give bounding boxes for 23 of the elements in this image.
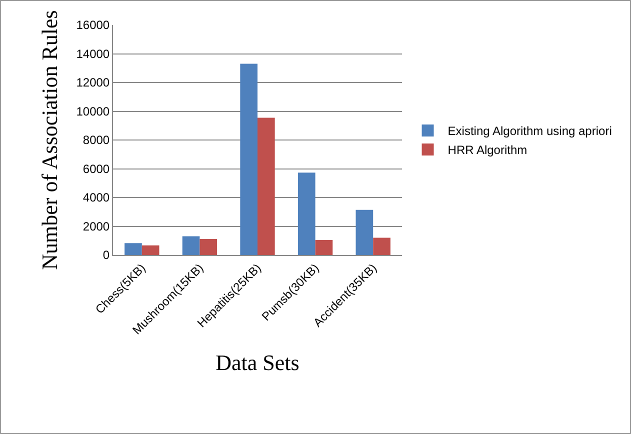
bar [240, 64, 258, 255]
y-tick-label: 8000 [82, 133, 110, 148]
bar [124, 243, 142, 255]
bar [142, 245, 160, 255]
bar [200, 239, 218, 255]
bar [298, 172, 316, 255]
y-tick-label: 2000 [82, 219, 110, 234]
bar [315, 240, 333, 255]
legend-label: Existing Algorithm using apriori [448, 124, 612, 138]
y-tick-label: 10000 [76, 104, 110, 118]
x-axis-title: Data Sets [216, 350, 300, 376]
y-tick-label: 14000 [76, 46, 110, 61]
y-tick-label: 16000 [76, 18, 110, 32]
y-tick-label: 0 [102, 248, 110, 262]
y-tick-label: 6000 [82, 162, 110, 176]
legend-label: HRR Algorithm [448, 143, 528, 158]
y-tick-label: 4000 [82, 190, 110, 205]
bar [182, 236, 200, 255]
bar [356, 210, 374, 255]
bar [373, 238, 390, 255]
y-tick-label: 12000 [76, 76, 110, 90]
y-axis-title: Number of Association Rules [37, 10, 62, 270]
bar [258, 118, 275, 255]
